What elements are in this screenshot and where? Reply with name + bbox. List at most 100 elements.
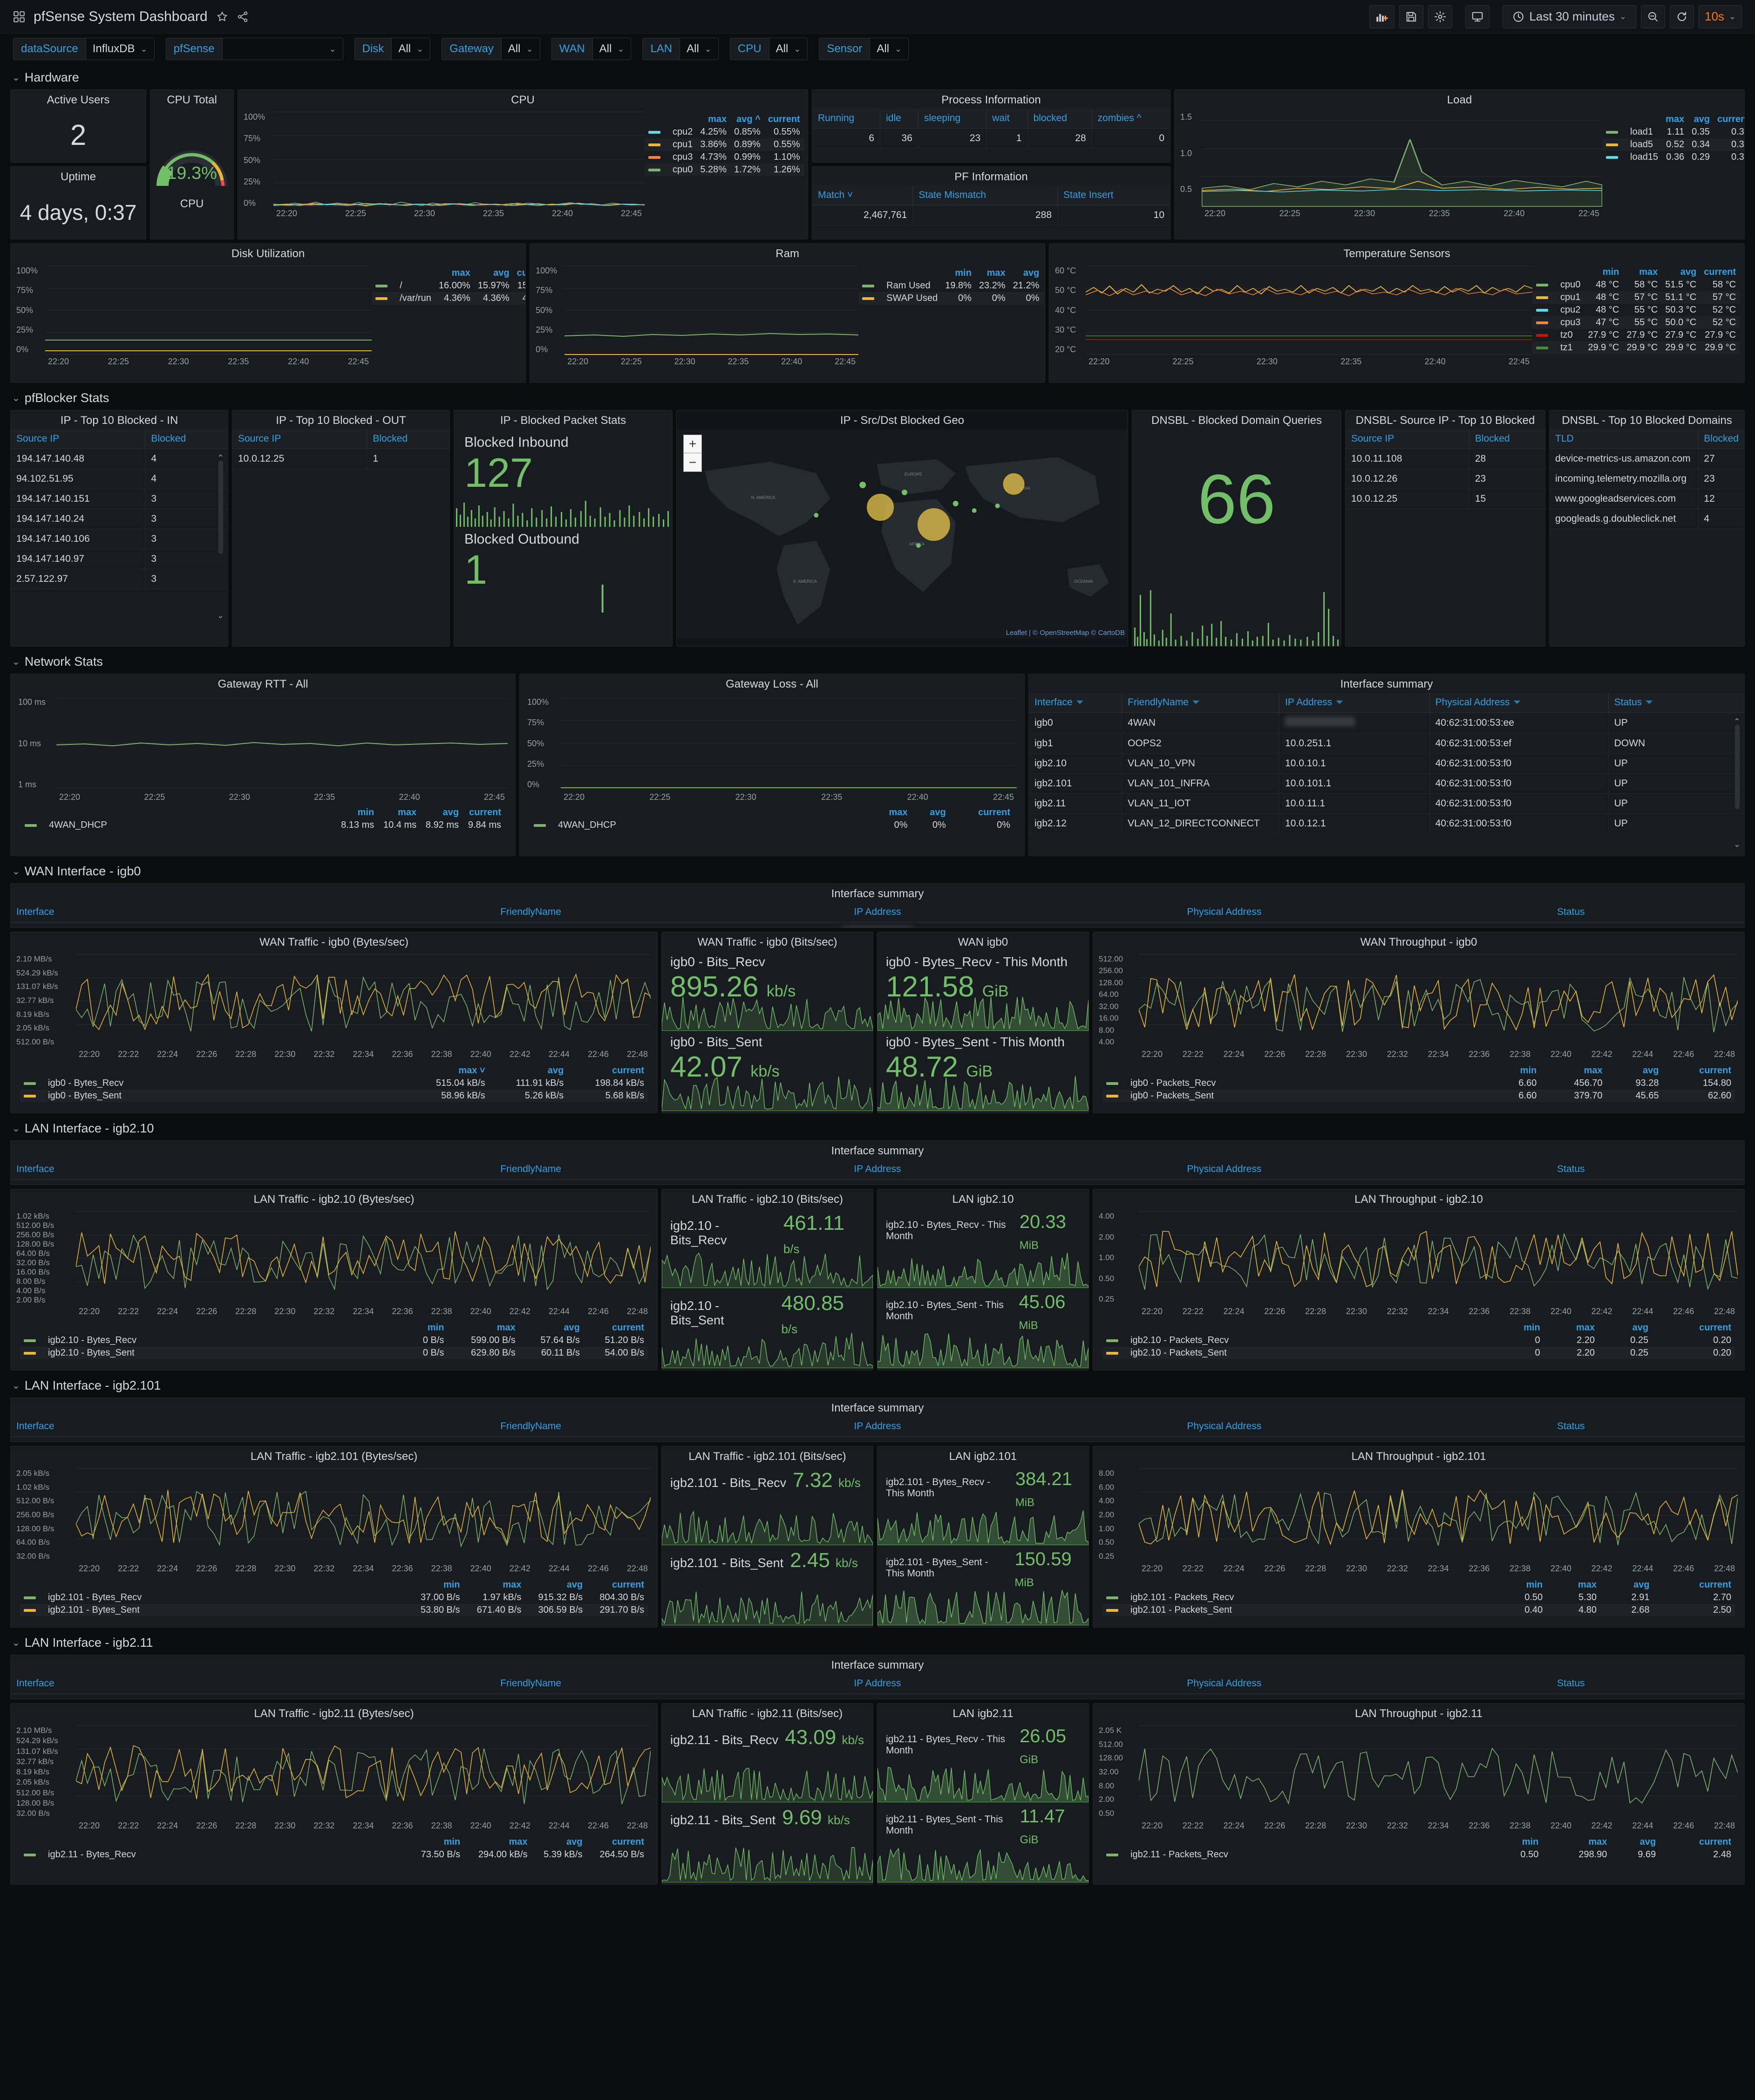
legend-row[interactable]: igb0 - Packets_Sent 6.60 379.70 45.65 62.60 xyxy=(1102,1090,1735,1102)
variable-disk[interactable]: Disk All ⌄ xyxy=(354,38,431,60)
legend-header[interactable]: max xyxy=(708,114,727,124)
col-idle[interactable]: idle xyxy=(880,109,918,129)
legend-header[interactable]: current xyxy=(612,1580,644,1590)
legend-header[interactable]: current xyxy=(768,114,800,124)
col-state-insert[interactable]: State Insert xyxy=(1057,185,1170,205)
col-status[interactable]: Status ⏷ xyxy=(1608,693,1744,713)
col-interface[interactable]: Interface ⏷ xyxy=(1029,693,1122,713)
col-blocked[interactable]: Blocked xyxy=(1698,429,1744,449)
legend-row[interactable]: cpu0 48 °C 58 °C 51.5 °C 58 °C xyxy=(1532,279,1740,291)
col-blocked[interactable]: Blocked xyxy=(1469,429,1545,449)
filter-icon[interactable]: ⏷ xyxy=(1513,697,1521,708)
variable-gateway[interactable]: Gateway All ⌄ xyxy=(442,38,540,60)
legend-header[interactable]: avg xyxy=(564,1323,580,1333)
legend-row[interactable]: load15 0.36 0.29 0.32 xyxy=(1602,151,1744,164)
refresh-button[interactable] xyxy=(1669,5,1694,28)
variable-value[interactable]: All ⌄ xyxy=(680,38,719,60)
legend-row[interactable]: igb2.101 - Packets_Recv 0.50 5.30 2.91 2.70 xyxy=(1102,1591,1735,1604)
variable-value[interactable]: All ⌄ xyxy=(592,38,632,60)
legend-header[interactable]: max xyxy=(889,807,908,818)
filter-icon[interactable]: ⏷ xyxy=(1645,697,1653,708)
legend-header[interactable]: current xyxy=(612,1323,644,1333)
legend-row[interactable]: igb2.11 - Bytes_Recv 73.50 B/s 294.00 kB/s… xyxy=(20,1848,648,1861)
col-interface[interactable]: Interface xyxy=(11,1417,358,1437)
legend-header[interactable]: min xyxy=(1522,1837,1539,1847)
legend-header[interactable]: min xyxy=(955,268,972,278)
legend-row[interactable]: / 16.00% 15.97% 15.97% xyxy=(372,280,525,292)
legend-header[interactable]: current xyxy=(1699,1323,1731,1333)
col-zombies[interactable]: zombies ^ xyxy=(1092,109,1170,129)
legend-header[interactable]: max xyxy=(1578,1580,1597,1590)
col-physical-address[interactable]: Physical Address xyxy=(1051,1159,1398,1180)
col-friendlyname[interactable]: FriendlyName ⏷ xyxy=(1122,693,1280,713)
col-friendlyname[interactable]: FriendlyName xyxy=(357,1159,704,1180)
map-attribution[interactable]: Leaflet | © OpenStreetMap © CartoDB xyxy=(1006,629,1125,637)
col-ip-address[interactable]: IP Address xyxy=(704,1417,1051,1437)
legend-header[interactable]: avg xyxy=(1694,114,1710,124)
legend-header[interactable]: min xyxy=(1520,1065,1537,1076)
legend-row[interactable]: load5 0.52 0.34 0.33 xyxy=(1602,138,1744,151)
legend-row[interactable]: igb0 - Bytes_Sent 58.96 kB/s 5.26 kB/s 5.68… xyxy=(20,1090,648,1102)
legend-header[interactable]: current xyxy=(978,807,1010,818)
legend-header[interactable]: avg xyxy=(1680,267,1697,277)
zoom-out-time-button[interactable] xyxy=(1640,5,1665,28)
legend-row[interactable]: igb0 - Bytes_Recv 515.04 kB/s 111.91 kB/s 1… xyxy=(20,1077,648,1090)
star-icon[interactable] xyxy=(216,11,228,23)
variable-value[interactable]: ⌄ xyxy=(222,38,343,60)
legend-header[interactable]: avg xyxy=(547,1065,564,1076)
col-match[interactable]: Match ˅ xyxy=(812,185,913,205)
legend-header[interactable]: min xyxy=(1602,267,1619,277)
legend-header[interactable]: max xyxy=(497,1323,516,1333)
legend-header[interactable]: max xyxy=(1576,1323,1595,1333)
legend-row[interactable]: igb2.10 - Packets_Recv 0 2.20 0.25 0.20 xyxy=(1102,1334,1735,1347)
scroll-down-arrow[interactable]: ⌄ xyxy=(1733,839,1741,849)
legend-row[interactable]: cpu1 48 °C 57 °C 51.1 °C 57 °C xyxy=(1532,291,1740,304)
legend-row[interactable]: cpu1 3.86% 0.89% 0.55% xyxy=(645,138,804,151)
map-zoom-in-button[interactable]: + xyxy=(683,435,702,453)
dashboard-settings-button[interactable] xyxy=(1428,5,1453,28)
save-dashboard-button[interactable] xyxy=(1399,5,1424,28)
legend-row[interactable]: igb2.10 - Packets_Sent 0 2.20 0.25 0.20 xyxy=(1102,1347,1735,1359)
col-tld[interactable]: TLD xyxy=(1550,429,1699,449)
col-friendlyname[interactable]: FriendlyName xyxy=(357,1417,704,1437)
col-interface[interactable]: Interface xyxy=(11,1674,358,1694)
legend-row[interactable]: igb0 - Packets_Recv 6.60 456.70 93.28 154.80 xyxy=(1102,1077,1735,1090)
legend-row[interactable]: cpu3 47 °C 55 °C 50.0 °C 52 °C xyxy=(1532,316,1740,329)
legend-header[interactable]: avg xyxy=(442,807,459,818)
col-friendlyname[interactable]: FriendlyName xyxy=(357,902,704,922)
row-header-network[interactable]: ⌄ Network Stats xyxy=(12,652,1745,671)
col-physical-address[interactable]: Physical Address xyxy=(1051,1417,1398,1437)
row-header-igb2-10[interactable]: ⌄ LAN Interface - igb2.10 xyxy=(12,1119,1745,1138)
legend-row[interactable]: igb2.101 - Packets_Sent 0.40 4.80 2.68 2.50 xyxy=(1102,1604,1735,1616)
dashboard-grid-icon[interactable] xyxy=(13,11,25,23)
legend-row[interactable]: cpu2 48 °C 55 °C 50.3 °C 52 °C xyxy=(1532,304,1740,316)
legend-header[interactable]: avg xyxy=(1639,1837,1656,1847)
legend-header[interactable]: avg xyxy=(566,1837,583,1847)
legend-row[interactable]: igb2.10 - Bytes_Sent 0 B/s 629.80 B/s 60.11… xyxy=(20,1347,648,1359)
legend-header[interactable]: current xyxy=(1699,1580,1731,1590)
legend-header[interactable]: avg xyxy=(1023,268,1040,278)
variable-value[interactable]: All ⌄ xyxy=(391,38,431,60)
legend-header[interactable]: avg xyxy=(1643,1065,1659,1076)
legend-header[interactable]: max xyxy=(1584,1065,1603,1076)
legend-header[interactable]: min xyxy=(443,1580,460,1590)
variable-wan[interactable]: WAN All ⌄ xyxy=(551,38,632,60)
row-header-igb2-101[interactable]: ⌄ LAN Interface - igb2.101 xyxy=(12,1376,1745,1395)
col-ip-address[interactable]: IP Address xyxy=(704,902,1051,922)
legend-header[interactable]: min xyxy=(1524,1323,1540,1333)
col-interface[interactable]: Interface xyxy=(11,1159,358,1180)
legend-row[interactable]: igb2.101 - Bytes_Recv 37.00 B/s 1.97 kB/s 9… xyxy=(20,1591,648,1604)
legend-header[interactable]: max ˅ xyxy=(458,1065,485,1076)
col-source-ip[interactable]: Source IP xyxy=(232,429,367,449)
filter-icon[interactable]: ⏷ xyxy=(1075,697,1084,708)
col-source-ip[interactable]: Source IP xyxy=(1346,429,1469,449)
col-friendlyname[interactable]: FriendlyName xyxy=(357,1674,704,1694)
col-blocked[interactable]: Blocked xyxy=(367,429,449,449)
scroll-down-arrow[interactable]: ⌄ xyxy=(217,611,224,620)
add-panel-button[interactable] xyxy=(1369,5,1395,28)
legend-header[interactable]: max xyxy=(1639,267,1658,277)
filter-icon[interactable]: ⏷ xyxy=(1335,697,1344,708)
col-ip-address[interactable]: IP Address xyxy=(704,1674,1051,1694)
